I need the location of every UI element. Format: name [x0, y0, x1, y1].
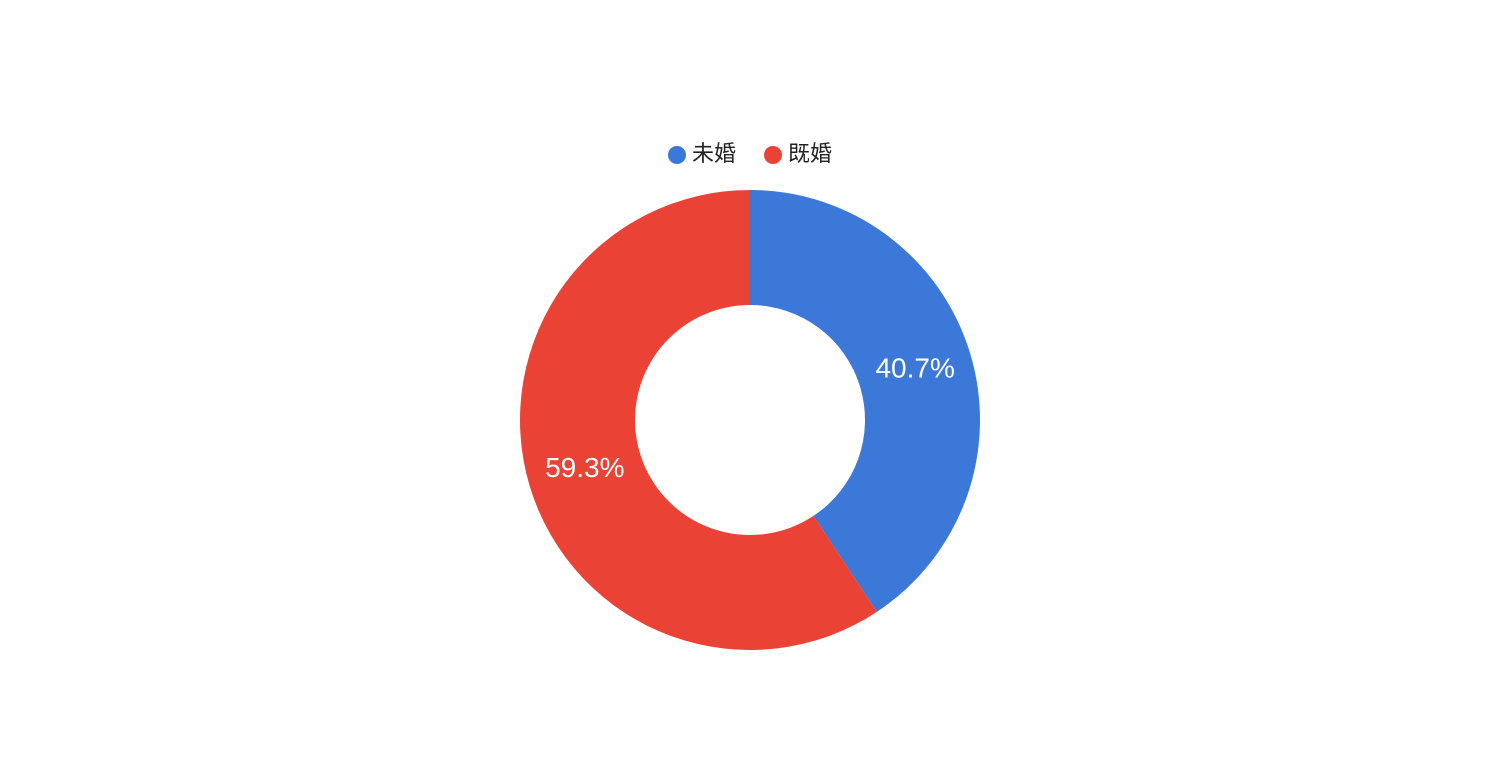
data-label: 40.7%: [875, 353, 954, 384]
legend-marker: [764, 146, 782, 164]
legend-label: 未婚: [692, 142, 736, 167]
slice: [750, 190, 980, 612]
data-label: 59.3%: [545, 452, 624, 483]
legend-label: 既婚: [788, 142, 832, 167]
slice: [519, 190, 877, 651]
legend-marker: [667, 146, 686, 164]
